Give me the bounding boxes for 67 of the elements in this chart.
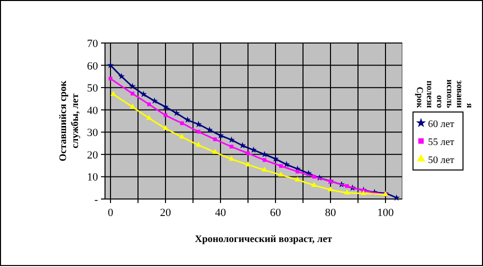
- x-tick-label: 80: [325, 207, 336, 219]
- point: [360, 190, 366, 196]
- point: [146, 114, 152, 120]
- point: [196, 130, 200, 134]
- point: [279, 164, 283, 168]
- point: [272, 155, 279, 162]
- point: [230, 144, 234, 148]
- point: [195, 120, 202, 128]
- x-tick-label: 0: [108, 207, 114, 219]
- y-tick-label: 40: [87, 104, 98, 117]
- point: [162, 125, 168, 130]
- point: [228, 136, 235, 143]
- point: [118, 72, 125, 80]
- point: [278, 172, 284, 177]
- y-tick-label: 60: [87, 60, 98, 72]
- point: [296, 170, 300, 174]
- point: [147, 102, 151, 106]
- point: [239, 142, 246, 148]
- point: [213, 137, 217, 142]
- y-tick-label: 30: [87, 127, 98, 140]
- point: [245, 161, 251, 166]
- point: [393, 194, 400, 201]
- legend-label: 60 лет: [428, 119, 455, 130]
- point: [311, 182, 317, 187]
- x-tick-label: 100: [377, 207, 394, 219]
- y-tick-label: 10: [87, 172, 98, 184]
- x-tick-label: 20: [160, 207, 172, 219]
- point: [250, 146, 257, 153]
- y-tick-label: 20: [87, 149, 98, 162]
- point: [130, 92, 134, 96]
- point: [184, 116, 191, 123]
- x-axis-title: Хронологический возраст, лет: [194, 234, 332, 245]
- legend-title: Срок полезного использования: [415, 79, 475, 109]
- point: [206, 126, 213, 133]
- point: [162, 103, 169, 110]
- y-tick-label: 70: [87, 38, 98, 50]
- point: [107, 62, 114, 68]
- point: [179, 134, 185, 139]
- point: [151, 97, 158, 104]
- point: [108, 76, 112, 81]
- point: [345, 184, 349, 188]
- point: [180, 121, 184, 126]
- x-tick-label: 60: [270, 207, 282, 219]
- x-tick-label: 40: [215, 207, 226, 219]
- point: [312, 174, 316, 179]
- point: [140, 90, 147, 98]
- point: [130, 104, 136, 109]
- point: [196, 142, 202, 147]
- point: [261, 150, 268, 158]
- y-tick-label: 50: [87, 82, 98, 95]
- point: [328, 186, 334, 192]
- y-axis-title: Оставшийся срок службы, лет: [58, 80, 81, 162]
- legend-label: 55 лет: [428, 137, 455, 148]
- point: [129, 82, 136, 90]
- point: [344, 189, 350, 194]
- point: [164, 113, 168, 118]
- point: [212, 148, 218, 154]
- point: [110, 90, 116, 96]
- point: [173, 110, 180, 116]
- point: [217, 132, 224, 138]
- point: [283, 160, 290, 168]
- legend-label: 50 лет: [428, 155, 455, 166]
- point: [246, 151, 250, 156]
- point: [294, 176, 300, 182]
- y-tick-label: -: [94, 194, 98, 206]
- point: [262, 166, 268, 172]
- point: [262, 158, 266, 162]
